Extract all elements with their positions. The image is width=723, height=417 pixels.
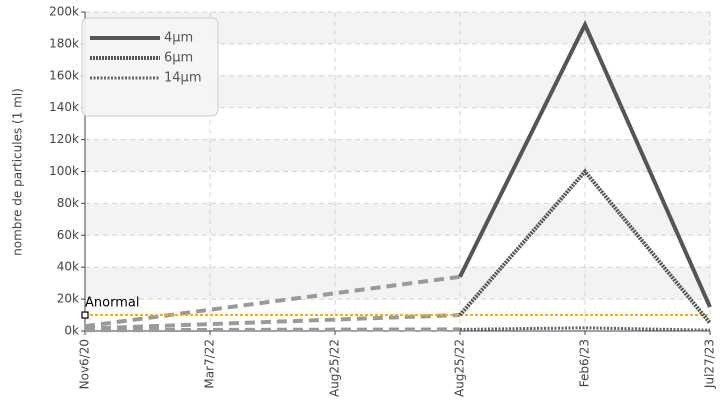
x-tick-label: Jul27/23 [703,339,717,389]
y-axis-label: nombre de particules (1 ml) [11,88,25,256]
y-tick-label: 180k [49,36,79,50]
series-line [458,20,712,308]
threshold-marker [81,311,89,319]
legend-box [81,17,219,117]
y-tick-label: 40k [57,260,79,274]
series-line [459,326,711,332]
y-tick-label: 140k [49,100,79,114]
grid-band [85,267,710,300]
y-tick-label: 200k [49,5,79,19]
y-tick-label: 160k [49,68,79,82]
x-tick-label: Feb6/23 [578,339,592,387]
threshold-label: Anormal [85,296,139,311]
gap-connector [84,327,461,333]
x-tick-label: Aug25/22 [453,339,467,397]
y-tick-label: 120k [49,132,79,146]
x-tick-label: Aug25/22 [328,339,342,397]
gap-connector [84,313,461,331]
legend-label: 14µm [164,71,201,86]
legend-label: 4µm [164,31,193,46]
series-line [458,168,712,325]
x-tick-label: Mar7/22 [203,339,217,389]
grid-band [85,203,710,236]
y-tick-label: 20k [57,292,79,306]
y-tick-label: 60k [57,228,79,242]
x-tick-label: Nov6/20 [78,339,92,389]
legend-label: 6µm [164,51,193,66]
y-tick-label: 80k [57,196,79,210]
y-tick-label: 100k [49,164,79,178]
grid-band [85,139,710,172]
y-tick-label: 0k [64,324,79,338]
